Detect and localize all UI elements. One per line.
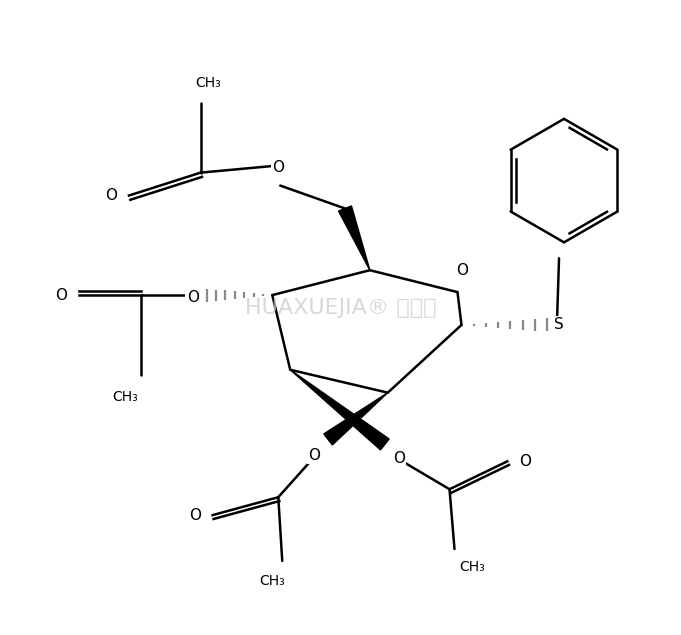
Text: O: O xyxy=(519,454,531,469)
Text: S: S xyxy=(554,318,564,333)
Text: O: O xyxy=(308,448,320,463)
Polygon shape xyxy=(323,392,387,445)
Text: CH₃: CH₃ xyxy=(259,574,285,588)
Text: CH₃: CH₃ xyxy=(460,560,486,574)
Text: CH₃: CH₃ xyxy=(112,390,138,404)
Polygon shape xyxy=(338,206,370,271)
Text: O: O xyxy=(189,507,201,523)
Text: O: O xyxy=(187,290,199,305)
Text: O: O xyxy=(393,451,405,466)
Polygon shape xyxy=(290,370,389,450)
Text: CH₃: CH₃ xyxy=(195,76,221,90)
Text: HUAXUEJIA® 化学加: HUAXUEJIA® 化学加 xyxy=(244,298,437,318)
Text: O: O xyxy=(272,160,284,175)
Text: O: O xyxy=(456,263,469,277)
Text: O: O xyxy=(105,188,117,203)
Text: O: O xyxy=(55,288,67,303)
